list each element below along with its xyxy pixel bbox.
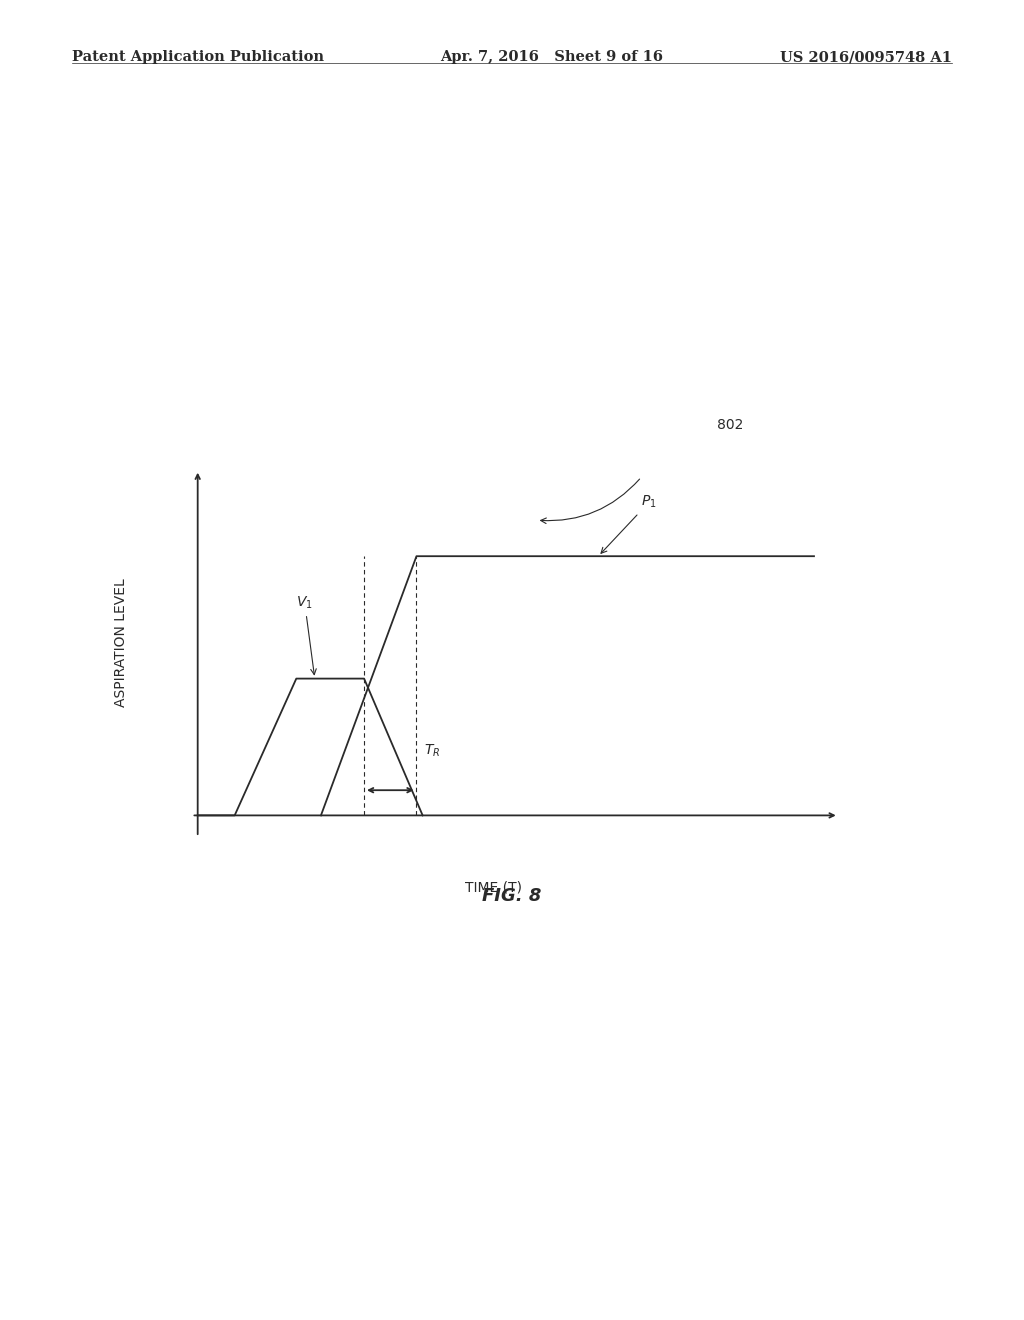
Text: $P_1$: $P_1$ — [601, 494, 657, 553]
Text: FIG. 8: FIG. 8 — [482, 887, 542, 906]
Text: Apr. 7, 2016   Sheet 9 of 16: Apr. 7, 2016 Sheet 9 of 16 — [440, 50, 664, 65]
Text: Patent Application Publication: Patent Application Publication — [72, 50, 324, 65]
Text: US 2016/0095748 A1: US 2016/0095748 A1 — [780, 50, 952, 65]
Text: ASPIRATION LEVEL: ASPIRATION LEVEL — [114, 578, 128, 708]
Text: 802: 802 — [717, 418, 743, 432]
Text: $T_R$: $T_R$ — [424, 742, 440, 759]
Text: $V_1$: $V_1$ — [296, 594, 316, 675]
Text: TIME (T): TIME (T) — [465, 880, 522, 894]
